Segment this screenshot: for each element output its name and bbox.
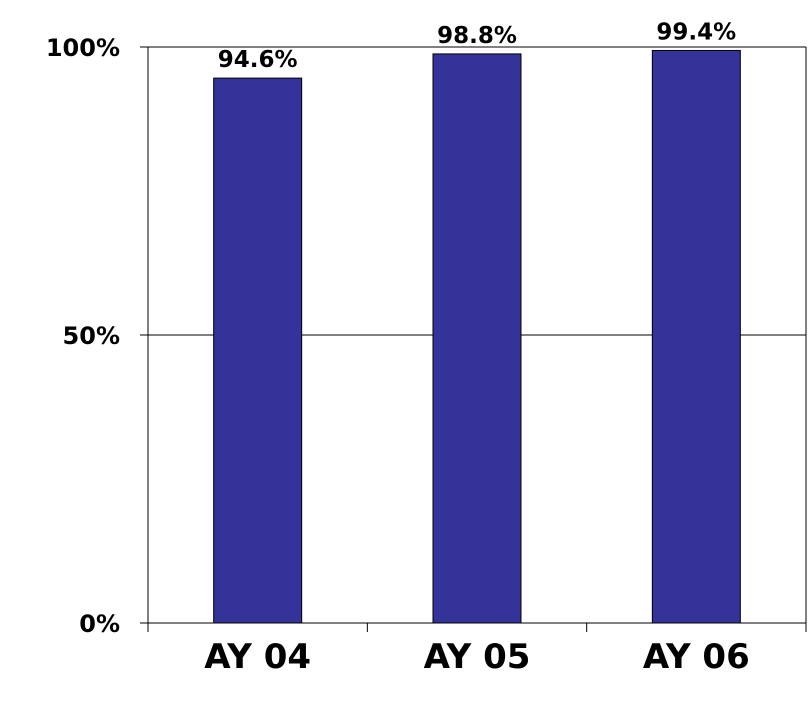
labels: 0% 50% 100% 94.6% AY 04 98.8% AY 05 99.4% AY 06 bbox=[46, 19, 750, 677]
bars bbox=[213, 49, 741, 624]
bar bbox=[213, 77, 303, 624]
x-category-label: AY 06 bbox=[643, 637, 750, 677]
data-label: 94.6% bbox=[218, 47, 298, 73]
y-tick-label: 50% bbox=[63, 322, 120, 350]
y-tick-label: 100% bbox=[46, 34, 120, 62]
y-tick-label: 0% bbox=[79, 610, 120, 638]
bar bbox=[432, 53, 522, 624]
x-category-label: AY 04 bbox=[204, 637, 311, 677]
bar bbox=[651, 49, 741, 624]
x-category-label: AY 05 bbox=[424, 637, 531, 677]
axes bbox=[140, 46, 807, 632]
data-label: 98.8% bbox=[437, 23, 517, 49]
data-label: 99.4% bbox=[656, 19, 736, 45]
